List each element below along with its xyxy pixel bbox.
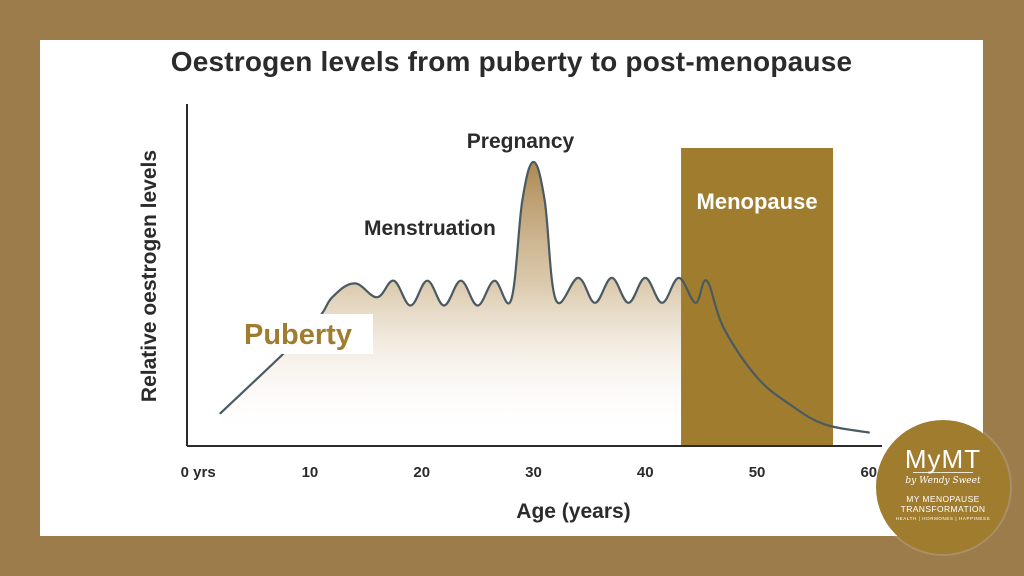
y-axis-label: Relative oestrogen levels bbox=[138, 150, 161, 402]
oestrogen-chart: Menopause 0 yrs 10 20 30 40 50 60 Age (years) Re… bbox=[138, 104, 882, 523]
puberty-label-bg bbox=[237, 314, 373, 354]
logo-divider bbox=[913, 472, 973, 473]
puberty-label: Puberty bbox=[244, 319, 352, 351]
x-tick-label: 20 bbox=[413, 464, 430, 481]
mymt-logo: MyMT by Wendy Sweet MY MENOPAUSE TRANSFO… bbox=[876, 420, 1010, 554]
chart-title: Oestrogen levels from puberty to post-me… bbox=[170, 46, 853, 77]
pregnancy-label: Pregnancy bbox=[467, 130, 575, 153]
menopause-label: Menopause bbox=[697, 189, 818, 214]
x-tick-label: 50 bbox=[749, 464, 766, 481]
x-axis-label: Age (years) bbox=[516, 500, 630, 523]
chart-card: Oestrogen levels from puberty to post-me… bbox=[40, 40, 983, 536]
x-tick-label: 10 bbox=[302, 464, 319, 481]
x-tick-label: 0 yrs bbox=[181, 464, 216, 481]
x-tick-label: 40 bbox=[637, 464, 654, 481]
logo-byline: by Wendy Sweet bbox=[905, 476, 981, 486]
oestrogen-series-line bbox=[219, 160, 870, 434]
x-tick-label: 60 bbox=[860, 464, 877, 481]
x-tick-label: 30 bbox=[525, 464, 542, 481]
menstruation-label: Menstruation bbox=[364, 217, 496, 240]
menopause-band bbox=[681, 148, 834, 446]
logo-tagline: MY MENOPAUSE TRANSFORMATION bbox=[900, 494, 986, 514]
logo-brand: MyMT bbox=[904, 444, 982, 474]
logo-sub: HEALTH | HORMONES | HAPPINESS bbox=[895, 516, 991, 521]
